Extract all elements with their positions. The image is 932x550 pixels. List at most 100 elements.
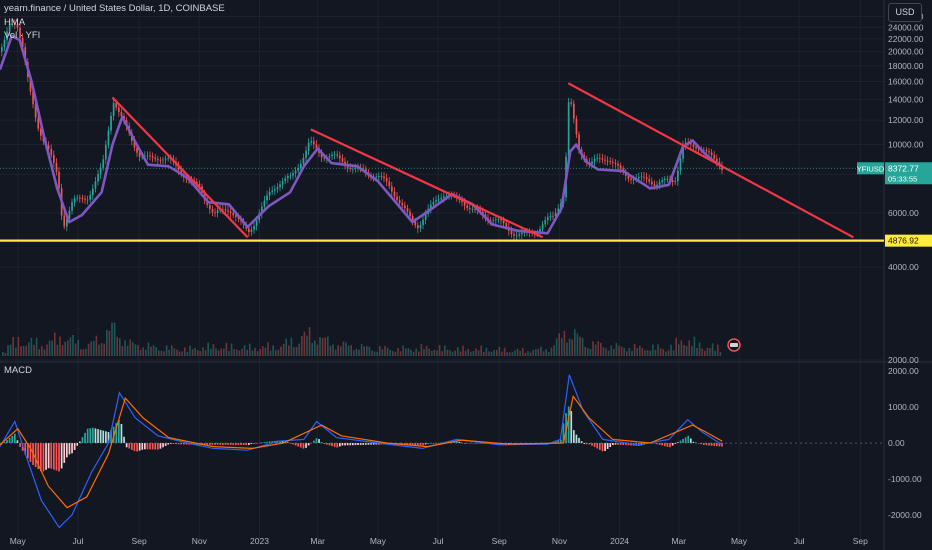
candle-body [34, 104, 37, 118]
price-axis-tick-label: 16000.00 [888, 77, 924, 87]
candle-body [164, 158, 167, 160]
macd-histogram-bar [125, 443, 128, 448]
volume-bar [392, 351, 394, 356]
signal-line [0, 394, 723, 509]
price-axis-tick-label: 12000.00 [888, 115, 924, 125]
macd-histogram-bar [697, 443, 700, 444]
currency-button[interactable]: USD [888, 3, 922, 22]
macd-indicator-label[interactable]: MACD [4, 365, 32, 376]
macd-histogram-bar [297, 443, 300, 447]
macd-histogram-bar [105, 431, 107, 444]
volume-bar [420, 344, 423, 356]
candle-body [149, 155, 151, 157]
volume-bar [594, 344, 597, 356]
volume-bar [298, 343, 300, 356]
macd-histogram-bar [622, 443, 625, 446]
macd-axis-tick-label: 2000.00 [888, 366, 919, 376]
candle-body [466, 205, 469, 209]
macd-histogram-bar [700, 443, 703, 445]
volume-bar [685, 345, 688, 356]
macd-histogram-bar [268, 441, 271, 444]
candle-body [222, 209, 224, 210]
macd-histogram-bar [154, 443, 157, 450]
volume-bar [563, 330, 566, 356]
volume-bar [441, 351, 443, 356]
macd-histogram-bar [341, 443, 344, 446]
volume-bar [555, 338, 558, 356]
price-axis-tick-label: 4000.00 [888, 262, 919, 272]
volume-bar [719, 352, 722, 356]
volume-bar [254, 347, 256, 356]
macd-histogram-bar [344, 443, 346, 446]
volume-bar [38, 349, 40, 356]
macd-histogram-bar [625, 443, 627, 446]
macd-histogram-bar [120, 423, 123, 444]
macd-histogram-bar [89, 428, 92, 444]
volume-bar [615, 342, 618, 356]
candle-body [268, 191, 271, 196]
volume-bar [155, 346, 157, 356]
candle-body [118, 107, 120, 113]
candle-body [661, 180, 664, 183]
candle-body [1, 47, 3, 52]
macd-histogram-bar [263, 442, 266, 444]
candle-body [552, 215, 554, 217]
candle-body [440, 197, 443, 200]
hma-indicator-label[interactable]: HMA [4, 17, 26, 28]
volume-bar [280, 346, 282, 356]
volume-bar [467, 349, 469, 356]
candle-body [609, 161, 612, 162]
event-marker-icon[interactable] [727, 338, 741, 352]
candle-body [79, 197, 81, 199]
volume-bar [636, 348, 638, 356]
candle-body [37, 117, 40, 129]
volume-bar [568, 338, 571, 356]
macd-histogram-bar [123, 436, 125, 444]
volume-bar [511, 351, 514, 356]
macd-histogram-bar [159, 443, 162, 449]
candle-body [73, 198, 76, 203]
candle-body [68, 210, 71, 219]
volume-bar [698, 342, 701, 356]
volume-bar [124, 340, 126, 356]
candle-body [214, 212, 216, 214]
volume-bar [340, 346, 342, 356]
candle-body [515, 235, 518, 237]
volume-bar [251, 350, 254, 356]
macd-histogram-bar [58, 443, 60, 472]
macd-histogram-bar [248, 443, 250, 445]
candle-body [339, 155, 341, 159]
volume-indicator-label[interactable]: Vol · YFI [4, 30, 41, 41]
support-price-tag: 4876.92 [888, 236, 919, 246]
volume-bar [77, 339, 79, 356]
candle-body [154, 157, 157, 160]
candle-body [521, 232, 523, 235]
candle-body [539, 228, 541, 233]
volume-bar [246, 349, 248, 356]
candle-body [404, 205, 406, 209]
macd-histogram-bar [73, 443, 76, 450]
candle-body [417, 225, 419, 229]
volume-bar [17, 336, 20, 356]
macd-histogram-bar [34, 443, 37, 468]
candle-body [297, 167, 300, 171]
candle-body [341, 158, 344, 162]
candle-body [710, 152, 713, 155]
macd-histogram-bar [323, 443, 326, 444]
macd-histogram-bar [136, 443, 138, 452]
time-axis-tick-label: May [10, 536, 27, 546]
candle-body [406, 208, 409, 212]
volume-bar [303, 331, 306, 356]
macd-histogram-bar [339, 443, 341, 447]
macd-histogram-bar [307, 443, 310, 446]
volume-bar [321, 338, 324, 356]
candle-body [302, 157, 305, 164]
volume-bar [670, 344, 672, 356]
candle-body [50, 149, 53, 156]
macd-histogram-bar [266, 441, 268, 444]
volume-bar [522, 347, 524, 356]
macd-histogram-bar [50, 443, 53, 469]
macd-histogram-bar [482, 443, 484, 444]
